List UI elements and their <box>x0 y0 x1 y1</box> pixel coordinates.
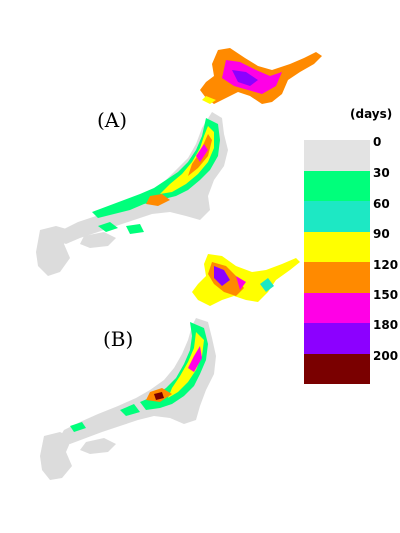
west-japan-b <box>40 432 72 480</box>
legend-tick-0: 0 <box>373 135 382 149</box>
legend-swatch-3 <box>304 231 370 262</box>
legend-tick-7: 200 <box>373 349 399 363</box>
legend-units: (days) <box>350 107 393 121</box>
legend-swatch-7 <box>304 353 370 384</box>
hokkaido-b <box>192 254 300 306</box>
legend-tick-6: 180 <box>373 318 399 332</box>
legend-tick-5: 150 <box>373 288 399 302</box>
legend-tick-4: 120 <box>373 258 399 272</box>
legend-tick-3: 90 <box>373 227 390 241</box>
legend-swatch-0 <box>304 140 370 171</box>
legend-tick-1: 30 <box>373 166 390 180</box>
legend-colorbar <box>304 140 370 384</box>
legend-tick-2: 60 <box>373 197 390 211</box>
panel-label-a: (A) <box>97 108 128 132</box>
legend-swatch-1 <box>304 170 370 201</box>
legend-swatch-6 <box>304 323 370 354</box>
honshu-a <box>56 112 228 244</box>
legend-swatch-5 <box>304 292 370 323</box>
panel-label-b: (B) <box>103 327 134 351</box>
honshu-b <box>58 318 216 444</box>
legend-swatch-2 <box>304 201 370 232</box>
west-japan-a <box>36 226 70 276</box>
legend-swatch-4 <box>304 262 370 293</box>
